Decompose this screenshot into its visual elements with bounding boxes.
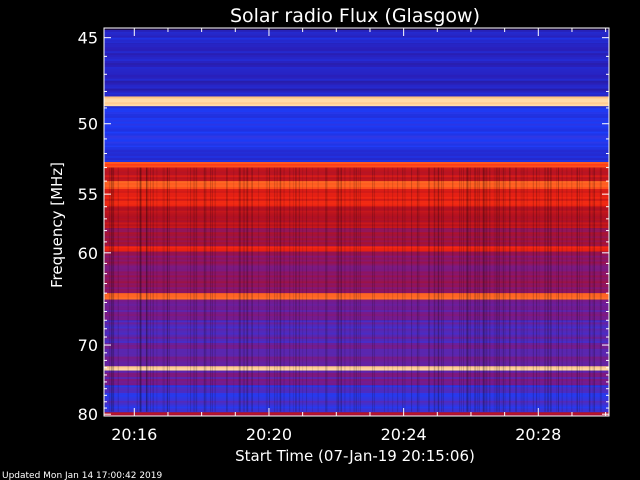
- frequency-band: [104, 370, 609, 386]
- frequency-band: [104, 29, 609, 44]
- plot-frame: [103, 27, 610, 417]
- x-tick-label: 20:16: [111, 425, 157, 444]
- frequency-band: [104, 162, 609, 168]
- x-tick-label: 20:24: [381, 425, 427, 444]
- frequency-band: [104, 167, 609, 182]
- frequency-band: [104, 106, 609, 132]
- frequency-band: [104, 320, 609, 346]
- x-axis: 20:16 20:20 20:24 20:28: [111, 28, 607, 444]
- y-tick-label: 50: [78, 115, 98, 134]
- frequency-band: [104, 246, 609, 252]
- y-tick-label: 55: [78, 185, 98, 204]
- x-axis-label: Start Time (07-Jan-19 20:15:06): [235, 447, 475, 465]
- frequency-band: [104, 131, 609, 148]
- frequency-band: [104, 293, 609, 300]
- frequency-band: [104, 43, 609, 97]
- time-variation-texture: [104, 167, 603, 412]
- y-tick-label: 80: [78, 405, 98, 424]
- frequency-band: [104, 385, 609, 413]
- frequency-band: [104, 147, 609, 163]
- spectrogram-plot-area: [104, 28, 609, 416]
- frequency-band: [104, 181, 609, 189]
- frequency-band: [104, 96, 609, 107]
- frequency-band: [104, 228, 609, 247]
- y-tick-label: 70: [78, 336, 98, 355]
- frequency-band: [104, 188, 609, 207]
- y-axis: 45 50 55 60 70 80: [78, 29, 609, 424]
- updated-timestamp: Updated Mon Jan 14 17:00:42 2019: [2, 471, 163, 480]
- x-tick-label: 20:20: [246, 425, 292, 444]
- frequency-band: [104, 345, 609, 367]
- chart-title: Solar radio Flux (Glasgow): [230, 5, 480, 27]
- x-tick-label: 20:28: [515, 425, 561, 444]
- y-tick-label: 60: [78, 244, 98, 263]
- frequency-band: [104, 251, 609, 294]
- frequency-band: [104, 412, 609, 416]
- frequency-band: [104, 299, 609, 321]
- y-axis-label: Frequency [MHz]: [48, 162, 66, 288]
- plot-border: [103, 27, 610, 417]
- y-tick-label: 45: [78, 29, 98, 48]
- frequency-band: [104, 206, 609, 229]
- frequency-band: [104, 366, 609, 371]
